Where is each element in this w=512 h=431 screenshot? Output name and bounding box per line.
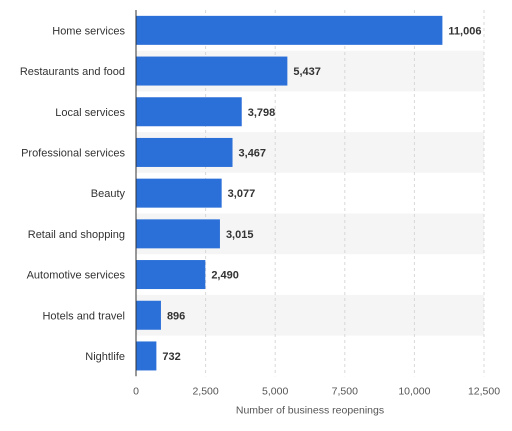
value-label: 3,467: [239, 147, 267, 159]
bar[interactable]: [136, 56, 288, 86]
x-axis-title: Number of business reopenings: [236, 404, 384, 416]
category-label: Automotive services: [27, 270, 126, 282]
category-label: Professional services: [21, 147, 125, 159]
value-label: 3,077: [228, 188, 256, 200]
value-labels-group: 11,006 5,437 3,798 3,467 3,077 3,015 2,490 896 7…: [162, 25, 481, 363]
category-label: Hotels and travel: [42, 310, 125, 322]
bar[interactable]: [136, 219, 220, 249]
x-tick-label: 12,500: [468, 385, 500, 397]
x-tick-label: 10,000: [398, 385, 430, 397]
x-tick-label: 0: [133, 385, 139, 397]
bar[interactable]: [136, 300, 161, 330]
category-label: Beauty: [91, 188, 126, 200]
bar[interactable]: [136, 260, 206, 290]
x-tick-label: 5,000: [262, 385, 288, 397]
value-label: 3,798: [248, 107, 276, 119]
value-label: 11,006: [448, 25, 481, 37]
bar[interactable]: [136, 97, 242, 127]
value-label: 2,490: [211, 270, 239, 282]
x-tick-label: 7,500: [332, 385, 358, 397]
category-label: Local services: [55, 107, 125, 119]
category-label: Home services: [52, 25, 125, 37]
category-labels-group: Home services Restaurants and food Local s…: [20, 25, 126, 363]
x-tick-labels-group: 0 2,500 5,000 7,500 10,000 12,500: [133, 385, 500, 397]
x-tick-label: 2,500: [192, 385, 218, 397]
value-label: 3,015: [226, 229, 254, 241]
bar[interactable]: [136, 178, 222, 208]
category-label: Nightlife: [85, 351, 125, 363]
value-label: 5,437: [293, 66, 321, 78]
bars-group: [136, 15, 443, 371]
value-label: 732: [162, 351, 180, 363]
category-label: Retail and shopping: [28, 229, 125, 241]
bar[interactable]: [136, 15, 443, 45]
bar[interactable]: [136, 341, 157, 371]
row-bands: [136, 50, 484, 336]
bar[interactable]: [136, 137, 233, 167]
row-band: [136, 294, 484, 336]
category-label: Restaurants and food: [20, 66, 125, 78]
value-label: 896: [167, 310, 185, 322]
